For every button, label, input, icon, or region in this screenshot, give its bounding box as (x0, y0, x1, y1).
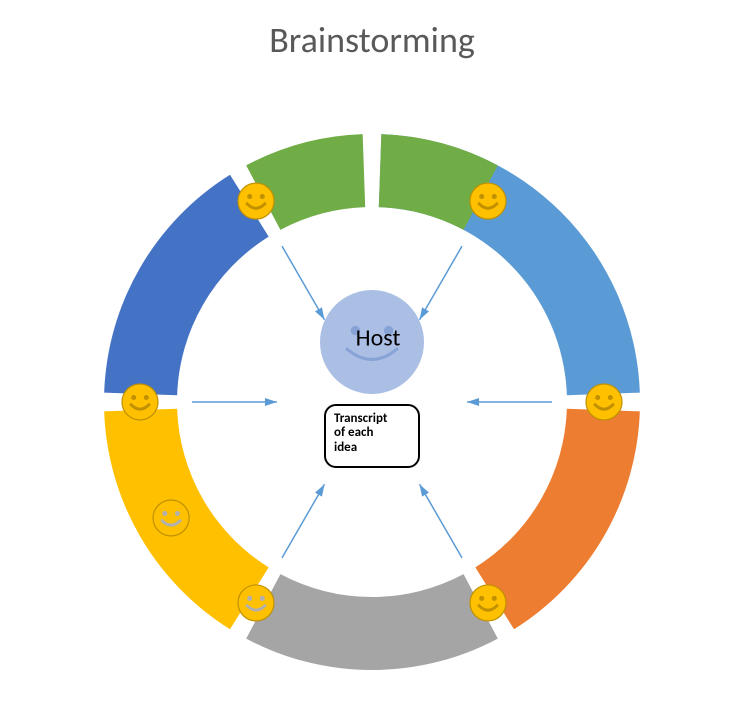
page-title: Brainstorming (0, 18, 744, 62)
arrow-line (420, 484, 463, 558)
transcript-line-1: Transcript (334, 411, 387, 426)
smiley-icon (238, 585, 274, 621)
smiley-icon (238, 183, 274, 219)
arrow-head (265, 398, 277, 406)
smiley-icon (153, 500, 189, 536)
arrow-line (282, 246, 325, 320)
arrow-line (282, 484, 325, 558)
host-label: Host (356, 324, 401, 353)
transcript-line-3: idea (334, 440, 357, 455)
arrow-head (315, 307, 324, 319)
smiley-icon (470, 585, 506, 621)
smiley-icon (122, 384, 158, 420)
arrow-head (420, 484, 429, 496)
arrow-line (420, 246, 463, 320)
ring-segment (246, 574, 498, 670)
arrow-head (420, 307, 429, 319)
diagram-stage: Brainstorming Host Transcript of each id… (0, 0, 744, 702)
transcript-line-2: of each (334, 425, 373, 440)
smiley-icon (586, 384, 622, 420)
arrow-head (315, 484, 324, 496)
arrow-head (467, 398, 479, 406)
smiley-icon (470, 183, 506, 219)
transcript-box: Transcript of each idea (324, 404, 420, 468)
